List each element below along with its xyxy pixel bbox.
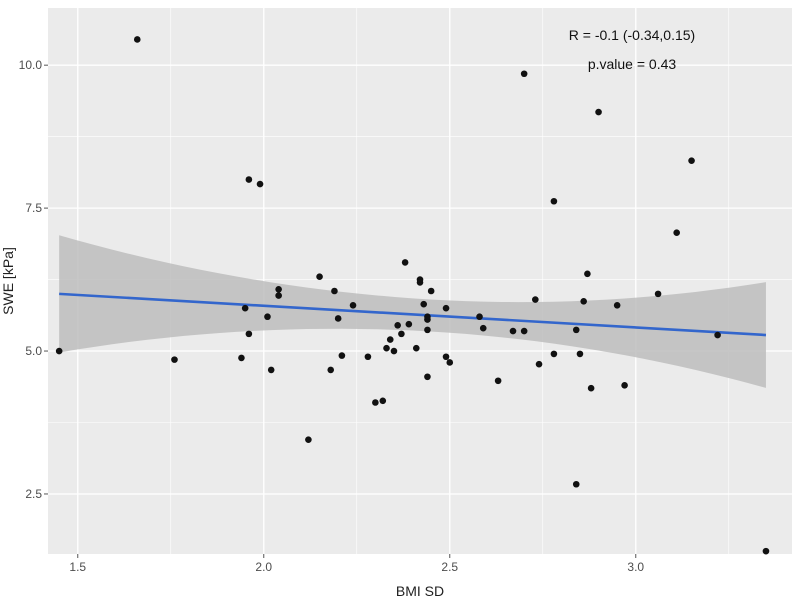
data-point (383, 344, 390, 352)
confidence-band-area (59, 235, 766, 388)
regression-line-path (59, 292, 767, 337)
data-point (316, 273, 323, 281)
data-point (572, 326, 580, 334)
data-point (412, 344, 420, 352)
y-axis-title: SWE [kPa] (0, 247, 16, 315)
data-point (673, 229, 680, 236)
x-tick-label: 2.0 (255, 560, 272, 574)
grid-lines (48, 8, 792, 554)
y-tick-label: 2.5 (25, 487, 42, 501)
x-tick-label: 3.0 (627, 560, 644, 574)
confidence-band (59, 235, 766, 388)
data-point (238, 354, 245, 362)
data-point (133, 36, 141, 43)
data-point (405, 320, 413, 328)
data-point (476, 313, 483, 321)
data-point (171, 356, 178, 363)
data-point (275, 292, 282, 299)
data-point (334, 315, 342, 322)
data-point (654, 290, 662, 298)
data-point (390, 347, 398, 355)
data-point (372, 399, 379, 406)
x-axis-title: BMI SD (396, 583, 444, 599)
data-point (398, 330, 405, 338)
data-point (580, 297, 587, 305)
data-point (241, 304, 249, 312)
y-tick-label: 7.5 (25, 201, 42, 215)
data-point (572, 480, 580, 488)
data-point (305, 436, 312, 443)
data-point (576, 350, 584, 358)
data-point (550, 197, 558, 205)
data-point (595, 108, 602, 116)
data-point (424, 326, 431, 334)
data-point (494, 377, 502, 385)
correlation-annotation: R = -0.1 (-0.34,0.15) (569, 27, 695, 43)
data-point (416, 276, 424, 283)
data-point (267, 366, 275, 374)
data-point (394, 322, 401, 329)
data-point (613, 301, 621, 309)
data-point (442, 353, 450, 361)
data-points (55, 36, 770, 555)
data-point (714, 331, 721, 339)
data-point (535, 360, 543, 368)
y-tick-label: 10.0 (19, 58, 43, 72)
data-point (327, 366, 335, 374)
data-point (621, 382, 628, 389)
regression-line (59, 292, 767, 337)
data-point (379, 397, 387, 405)
data-point (55, 347, 63, 355)
data-point (245, 330, 253, 338)
data-point (264, 313, 271, 321)
data-point (424, 313, 431, 321)
data-point (420, 300, 428, 308)
data-point (256, 180, 264, 188)
data-point (338, 352, 346, 359)
data-point (427, 287, 435, 295)
data-point (587, 384, 595, 392)
y-tick-label: 5.0 (25, 344, 42, 358)
x-tick-label: 1.5 (69, 560, 86, 574)
x-tick-label: 2.5 (441, 560, 458, 574)
data-point (386, 336, 394, 343)
data-point (245, 176, 253, 183)
data-point (762, 547, 770, 555)
data-point (275, 285, 282, 293)
data-point (331, 287, 338, 295)
data-point (446, 359, 454, 366)
data-point (349, 301, 357, 309)
axis-ticks: 1.5 2.0 2.5 3.0 2.5 5.0 7.5 10.0 (19, 58, 645, 574)
data-point (442, 304, 450, 312)
p-value-annotation: p.value = 0.43 (588, 56, 677, 72)
data-point (532, 296, 539, 303)
data-point (520, 70, 528, 78)
data-point (424, 373, 431, 381)
data-point (688, 157, 695, 164)
data-point (509, 327, 517, 335)
data-point (520, 327, 528, 335)
data-point (479, 324, 487, 332)
data-point (550, 350, 558, 358)
data-point (364, 353, 372, 361)
data-point (401, 259, 409, 266)
data-point (584, 270, 591, 278)
